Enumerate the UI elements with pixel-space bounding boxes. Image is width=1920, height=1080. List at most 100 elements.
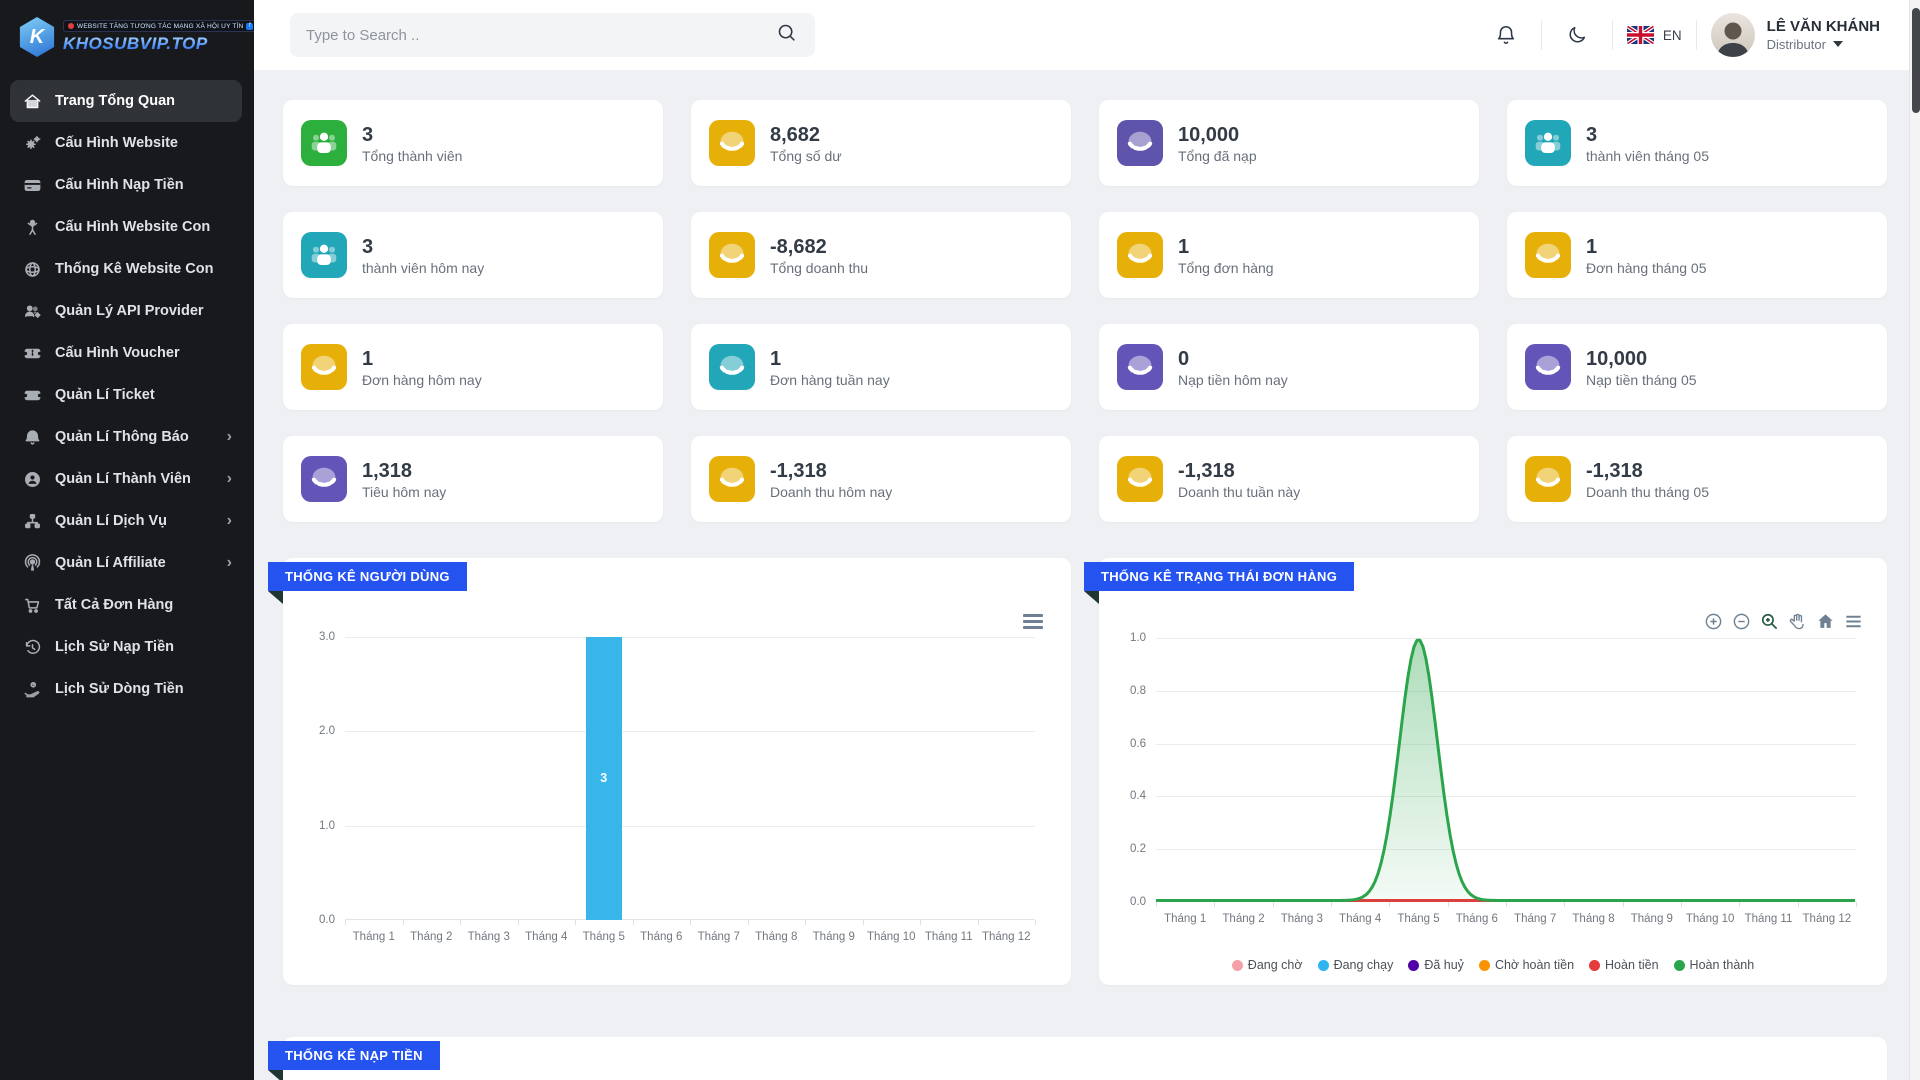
stat-value: 1 — [362, 346, 482, 372]
notifications-bell-button[interactable] — [1485, 14, 1527, 56]
x-axis-tick-label: Tháng 11 — [1745, 913, 1793, 925]
stat-label: Doanh thu tuần này — [1178, 484, 1300, 500]
y-axis-tick-label: 3.0 — [295, 631, 335, 643]
facebook-icon: f — [246, 23, 253, 30]
legend-item[interactable]: Hoàn thành — [1674, 958, 1755, 972]
sidebar-item-quan-li-affiliate[interactable]: Quản Lí Affiliate› — [10, 542, 242, 584]
legend-item[interactable]: Đang chạy — [1318, 958, 1394, 972]
sidebar-item-quan-li-ticket[interactable]: Quản Lí Ticket — [10, 374, 242, 416]
y-axis-tick-label: 0.0 — [1106, 896, 1146, 908]
stat-value: 3 — [362, 234, 484, 260]
stat-label: Tổng thành viên — [362, 148, 462, 164]
zoom-in-icon[interactable] — [1704, 612, 1723, 631]
search-icon[interactable] — [776, 22, 797, 48]
user-name: LÊ VĂN KHÁNH — [1767, 18, 1880, 37]
sidebar-item-cau-hinh-nap-tien[interactable]: Cấu Hình Nạp Tiền — [10, 164, 242, 206]
legend-item[interactable]: Chờ hoàn tiền — [1479, 958, 1574, 972]
x-axis-tick-label: Tháng 2 — [1222, 913, 1264, 925]
chart-menu-icon[interactable] — [1023, 614, 1043, 629]
chevron-right-icon: › — [227, 471, 232, 487]
legend-item[interactable]: Đang chờ — [1232, 958, 1303, 972]
dashboard-content: 3Tổng thành viên8,682Tổng số dư10,000Tổn… — [254, 70, 1920, 1080]
page-scrollbar — [1909, 0, 1920, 1080]
legend-item[interactable]: Đã huỷ — [1408, 958, 1464, 972]
bar-Tháng 5[interactable]: 3 — [586, 637, 622, 920]
coin-icon — [709, 232, 755, 278]
dark-mode-toggle[interactable] — [1556, 14, 1598, 56]
sidebar-item-label: Lịch Sử Dòng Tiền — [55, 681, 184, 697]
stat-card: -1,318Doanh thu hôm nay — [691, 436, 1071, 522]
y-axis-tick-label: 0.0 — [295, 914, 335, 926]
y-axis-tick-label: 1.0 — [1106, 632, 1146, 644]
x-axis-tick-label: Tháng 1 — [353, 931, 395, 943]
legend-dot — [1674, 960, 1685, 971]
sidebar-item-label: Quản Lý API Provider — [55, 303, 204, 319]
sidebar-item-cau-hinh-website[interactable]: Cấu Hình Website — [10, 122, 242, 164]
scrollbar-thumb[interactable] — [1912, 8, 1920, 113]
stat-card: 1Đơn hàng tuần nay — [691, 324, 1071, 410]
y-axis-tick-label: 1.0 — [295, 820, 335, 832]
sidebar-item-label: Cấu Hình Website — [55, 135, 178, 151]
stat-card: 10,000Nạp tiền tháng 05 — [1507, 324, 1887, 410]
brand-name: KHOSUBVIP.TOP — [63, 34, 258, 54]
stat-value: 1 — [770, 346, 890, 372]
gears-icon — [22, 133, 42, 153]
area-fill-Hoàn thành — [1156, 640, 1856, 902]
stat-card: 1Tổng đơn hàng — [1099, 212, 1479, 298]
users-chart-title: THỐNG KÊ NGƯỜI DÙNG — [268, 562, 467, 591]
zoom-out-icon[interactable] — [1732, 612, 1751, 631]
stat-card: 1Đơn hàng hôm nay — [283, 324, 663, 410]
x-axis-tick-label: Tháng 1 — [1164, 913, 1206, 925]
sidebar-item-label: Trang Tổng Quan — [55, 93, 175, 109]
x-axis-tick-label: Tháng 8 — [755, 931, 797, 943]
sidebar-item-lich-su-nap-tien[interactable]: Lịch Sử Nạp Tiền — [10, 626, 242, 668]
y-axis-tick-label: 0.6 — [1106, 738, 1146, 750]
profile-menu[interactable]: LÊ VĂN KHÁNH Distributor — [1711, 13, 1880, 57]
series-line-Hoàn thành — [1156, 640, 1855, 900]
moon-icon — [1566, 24, 1588, 46]
sidebar-item-label: Cấu Hình Voucher — [55, 345, 180, 361]
coin-icon — [301, 344, 347, 390]
stat-value: 3 — [362, 122, 462, 148]
stat-value: -1,318 — [1586, 458, 1709, 484]
home-reset-icon[interactable] — [1816, 612, 1835, 631]
stat-label: Tiêu hôm nay — [362, 484, 446, 500]
chart-menu-icon[interactable] — [1844, 612, 1863, 631]
stat-label: Nạp tiền tháng 05 — [1586, 372, 1697, 388]
stat-label: Đơn hàng hôm nay — [362, 372, 482, 388]
sidebar-item-thong-ke-website-con[interactable]: Thống Kê Website Con — [10, 248, 242, 290]
x-axis-tick-label: Tháng 12 — [982, 931, 1031, 943]
uk-flag-icon — [1627, 26, 1654, 44]
stat-card: 1Đơn hàng tháng 05 — [1507, 212, 1887, 298]
sidebar-item-quan-li-thong-bao[interactable]: Quản Lí Thông Báo› — [10, 416, 242, 458]
stat-card: -1,318Doanh thu tháng 05 — [1507, 436, 1887, 522]
sidebar-item-label: Cấu Hình Nạp Tiền — [55, 177, 184, 193]
search-input[interactable] — [306, 27, 776, 44]
language-selector[interactable]: EN — [1627, 26, 1682, 44]
stat-card: 3thành viên tháng 05 — [1507, 100, 1887, 186]
sidebar-item-lich-su-dong-tien[interactable]: Lịch Sử Dòng Tiền — [10, 668, 242, 710]
area-chart-svg — [1156, 638, 1856, 902]
sidebar-item-tat-ca-don-hang[interactable]: Tất Cả Đơn Hàng — [10, 584, 242, 626]
users-icon — [301, 120, 347, 166]
pan-hand-icon[interactable] — [1788, 612, 1807, 631]
stat-value: -1,318 — [770, 458, 892, 484]
sidebar-item-trang-tong-quan[interactable]: Trang Tổng Quan — [10, 80, 242, 122]
globe-icon — [22, 259, 42, 279]
sidebar-item-quan-ly-api-provider[interactable]: Quản Lý API Provider — [10, 290, 242, 332]
legend-item[interactable]: Hoàn tiền — [1589, 958, 1659, 972]
x-axis-tick-label: Tháng 7 — [1514, 913, 1556, 925]
legend-label: Đang chờ — [1248, 958, 1303, 972]
sidebar-item-cau-hinh-website-con[interactable]: Cấu Hình Website Con — [10, 206, 242, 248]
legend-dot — [1589, 960, 1600, 971]
sidebar-item-quan-li-thanh-vien[interactable]: Quản Lí Thành Viên› — [10, 458, 242, 500]
bell-icon — [22, 427, 42, 447]
brand-logo[interactable]: K WEBSITE TĂNG TƯƠNG TÁC MẠNG XÃ HỘI UY … — [18, 17, 258, 57]
coin-icon — [1525, 456, 1571, 502]
stat-label: Đơn hàng tuần nay — [770, 372, 890, 388]
selection-zoom-icon[interactable] — [1760, 612, 1779, 631]
sidebar-item-quan-li-dich-vu[interactable]: Quản Lí Dịch Vụ› — [10, 500, 242, 542]
stat-value: 0 — [1178, 346, 1288, 372]
sidebar-item-cau-hinh-voucher[interactable]: Cấu Hình Voucher — [10, 332, 242, 374]
credit-card-icon — [22, 175, 42, 195]
